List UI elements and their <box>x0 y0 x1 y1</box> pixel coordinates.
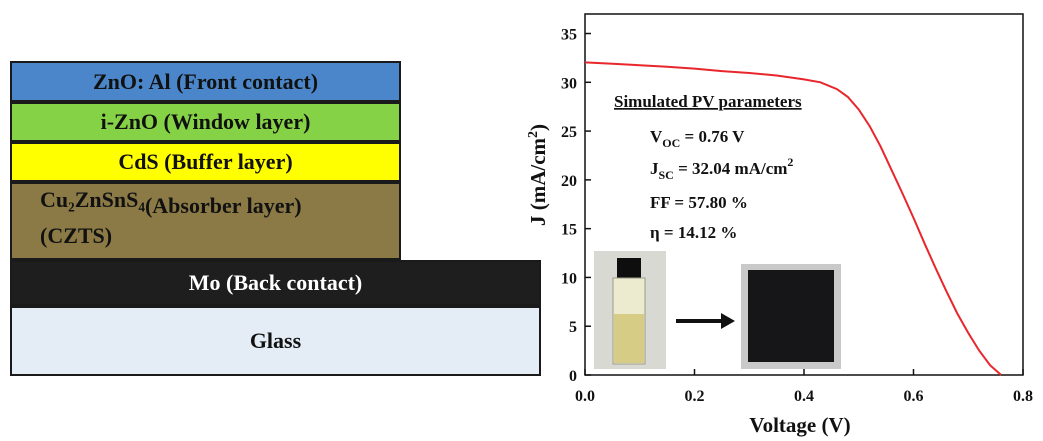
x-tick-label: 0.4 <box>794 388 814 405</box>
y-axis-label-main: J (mA/cm <box>526 137 550 226</box>
y-tick-label: 0 <box>569 368 577 385</box>
jsc-rest: = 32.04 mA/cm <box>674 159 788 178</box>
y-axis-label-tail: ) <box>526 124 550 131</box>
y-tick-label: 10 <box>561 270 577 287</box>
vial-cap <box>617 258 641 278</box>
ff-value: FF = 57.80 % <box>650 193 748 212</box>
czts-film <box>748 270 834 362</box>
y-tick-label: 5 <box>569 319 577 336</box>
x-tick-label: 0.2 <box>685 388 705 405</box>
vial-liquid <box>614 314 644 363</box>
film-photo <box>741 264 841 369</box>
y-tick-label: 35 <box>561 27 577 44</box>
absorber-formula: Cu₂ZnSnS₄ <box>40 187 145 212</box>
x-tick-label: 0.6 <box>904 388 924 405</box>
back-contact-layer: Mo (Back contact) <box>10 260 541 306</box>
absorber-abbrev: (CZTS) <box>40 223 113 248</box>
y-tick-label: 20 <box>561 173 577 190</box>
back-contact-label: Mo (Back contact) <box>188 270 363 295</box>
glass-label: Glass <box>249 328 302 353</box>
jsc-sup: 2 <box>787 155 793 169</box>
y-tick-label: 25 <box>561 124 577 141</box>
pv-params-title: Simulated PV parameters <box>614 92 802 111</box>
voc-sub: OC <box>662 136 680 150</box>
jv-curve <box>584 61 1002 376</box>
y-axis-label-sup: 2 <box>526 131 541 138</box>
x-tick-label: 0.0 <box>575 388 595 405</box>
buffer-layer: CdS (Buffer layer) <box>10 142 401 182</box>
front-contact-layer: ZnO: Al (Front contact) <box>10 61 401 102</box>
process-arrow-icon <box>676 313 735 329</box>
jsc-sub: SC <box>659 168 674 182</box>
y-axis-label: J (mA/cm2) <box>526 124 550 226</box>
jsc-value: JSC = 32.04 mA/cm2 <box>650 155 793 182</box>
front-contact-label: ZnO: Al (Front contact) <box>92 68 319 94</box>
y-tick-label: 30 <box>561 75 577 92</box>
x-tick-label: 0.8 <box>1013 388 1033 405</box>
absorber-layer: Cu₂ZnSnS₄ (Absorber layer) (CZTS) <box>10 182 401 260</box>
buffer-layer-label: CdS (Buffer layer) <box>118 149 293 174</box>
chart-ticks: 0.0 0.2 0.4 0.6 0.8 0 5 10 15 20 25 30 35 <box>561 27 1033 405</box>
y-tick-label: 15 <box>561 222 577 239</box>
absorber-label: (Absorber layer) <box>144 193 302 218</box>
window-layer: i-ZnO (Window layer) <box>10 102 401 142</box>
window-layer-label: i-ZnO (Window layer) <box>100 109 311 134</box>
vial-photo <box>594 251 666 369</box>
voc-value: VOC = 0.76 V <box>650 127 745 150</box>
voc-rest: = 0.76 V <box>680 127 745 146</box>
voc-main: V <box>650 127 663 146</box>
eta-value: η = 14.12 % <box>650 223 737 242</box>
jsc-main: J <box>650 159 659 178</box>
glass-substrate-layer: Glass <box>10 306 541 376</box>
x-axis-label: Voltage (V) <box>749 413 850 437</box>
